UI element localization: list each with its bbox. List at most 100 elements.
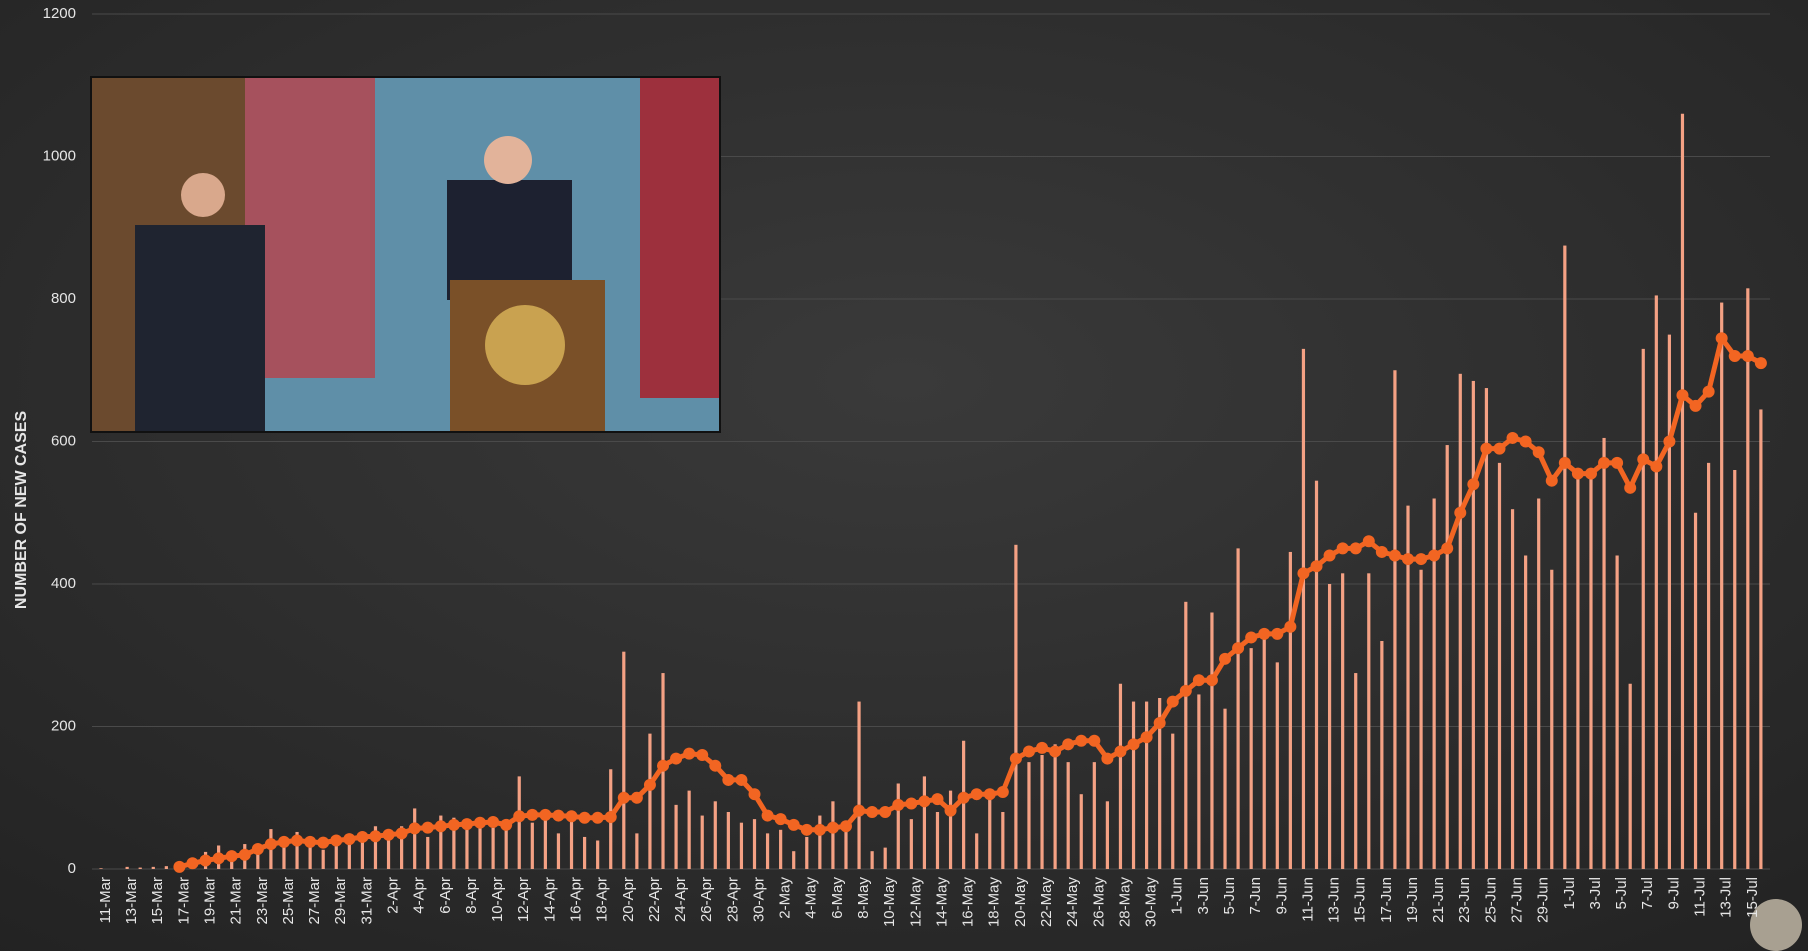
- x-tick-label: 11-Jun: [1299, 877, 1316, 922]
- x-tick-label: 18-Apr: [594, 877, 611, 922]
- x-tick-label: 26-May: [1090, 877, 1107, 928]
- line-point: [1650, 460, 1663, 473]
- bar: [138, 867, 142, 869]
- bar: [373, 826, 378, 869]
- bar: [543, 819, 547, 869]
- bar: [1615, 555, 1619, 869]
- bar: [1419, 569, 1423, 869]
- line-point: [826, 821, 839, 834]
- line-point: [787, 818, 800, 831]
- x-tick-label: 30-May: [1143, 877, 1160, 928]
- line-point: [761, 809, 774, 822]
- bar: [726, 812, 730, 869]
- bar: [308, 846, 312, 869]
- line-point: [343, 833, 356, 846]
- bar: [975, 833, 979, 869]
- x-tick-label: 27-Mar: [306, 877, 323, 925]
- flag: [640, 78, 719, 398]
- x-tick-label: 8-Apr: [463, 877, 480, 914]
- bar: [857, 701, 861, 869]
- bar: [1066, 762, 1070, 869]
- bar: [1145, 701, 1149, 869]
- line-point: [1062, 738, 1075, 751]
- bar: [321, 849, 325, 869]
- x-tick-label: 18-May: [986, 877, 1003, 928]
- line-point: [317, 836, 330, 849]
- x-tick-label: 12-May: [907, 877, 924, 928]
- y-tick-label: 1200: [43, 5, 76, 22]
- bar: [674, 804, 678, 869]
- bar: [1733, 470, 1737, 869]
- bar: [1510, 509, 1515, 869]
- line-point: [238, 848, 251, 861]
- bar: [1746, 288, 1750, 869]
- x-tick-label: 21-Jun: [1430, 877, 1447, 923]
- line-point: [931, 793, 944, 806]
- bar: [400, 826, 404, 869]
- bar: [1275, 662, 1279, 869]
- bar: [635, 833, 639, 869]
- x-tick-label: 29-Jun: [1535, 877, 1552, 923]
- x-tick-label: 9-Jun: [1273, 877, 1290, 915]
- bar: [1550, 569, 1554, 869]
- bar: [1524, 555, 1528, 869]
- line-point: [853, 804, 866, 817]
- line-point: [1219, 652, 1232, 665]
- bar: [1628, 683, 1632, 869]
- line-point: [1715, 332, 1728, 345]
- line-point: [1741, 350, 1754, 362]
- line-point: [421, 821, 434, 834]
- line-point: [1297, 567, 1310, 580]
- line-point: [591, 811, 604, 824]
- line-point: [1663, 435, 1676, 448]
- bar: [831, 801, 835, 869]
- bar: [1667, 334, 1671, 869]
- line-point: [696, 749, 709, 761]
- line-point: [1754, 357, 1767, 370]
- bar: [909, 819, 913, 869]
- line-point: [709, 759, 722, 772]
- bar: [1262, 633, 1266, 869]
- x-tick-label: 28-Apr: [724, 877, 741, 922]
- line-point: [1689, 399, 1702, 412]
- line-point: [500, 818, 513, 831]
- bar: [386, 840, 391, 869]
- line-point: [225, 850, 238, 863]
- line-point: [1493, 442, 1506, 455]
- line-point: [264, 838, 277, 851]
- line-point: [1310, 560, 1323, 573]
- x-tick-label: 17-Jun: [1378, 877, 1395, 923]
- line-point: [513, 810, 526, 823]
- bar: [1641, 348, 1645, 869]
- bar: [1471, 380, 1475, 869]
- x-tick-label: 13-Jun: [1326, 877, 1343, 923]
- line-point: [604, 810, 617, 823]
- x-tick-label: 27-Jun: [1509, 877, 1526, 923]
- bar: [844, 829, 848, 869]
- x-tick-label: 15-Jun: [1352, 877, 1369, 923]
- line-point: [1192, 674, 1205, 687]
- line-point: [1375, 545, 1388, 558]
- bar: [687, 790, 691, 869]
- line-point: [1598, 456, 1611, 469]
- line-point: [539, 808, 552, 821]
- bar: [752, 819, 757, 869]
- line-point: [1676, 389, 1689, 402]
- bar: [1576, 470, 1580, 869]
- x-tick-label: 5-Jul: [1613, 877, 1630, 910]
- bar: [1341, 573, 1345, 869]
- x-tick-label: 17-Mar: [175, 877, 192, 925]
- line-point: [983, 788, 996, 801]
- seal-logo: [1750, 899, 1802, 951]
- bar: [1001, 812, 1005, 869]
- bar: [1759, 409, 1763, 869]
- line-point: [1166, 695, 1179, 708]
- bar: [805, 836, 809, 869]
- line-point: [657, 759, 670, 772]
- line-point: [1205, 674, 1218, 687]
- line-point: [1049, 745, 1062, 758]
- bar: [1197, 694, 1201, 869]
- seal: [485, 305, 565, 385]
